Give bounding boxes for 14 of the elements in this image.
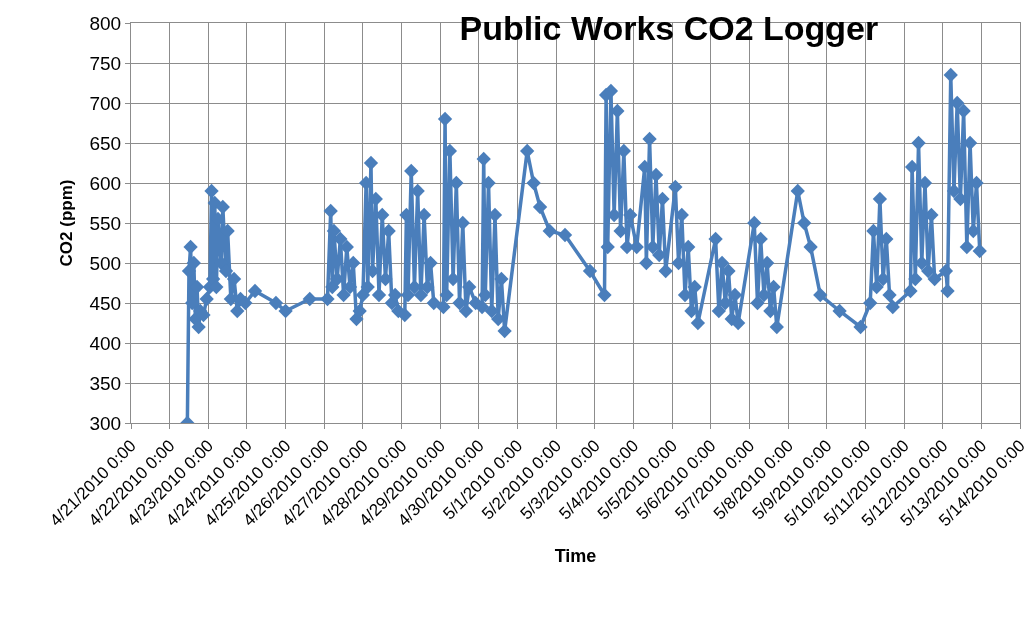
- y-tick-label: 800: [89, 12, 122, 34]
- y-tick-label: 450: [89, 292, 122, 314]
- y-tick-label: 550: [89, 212, 122, 234]
- y-tick-label: 700: [89, 92, 122, 114]
- y-tick-label: 350: [89, 372, 122, 394]
- y-tick-label: 750: [89, 52, 122, 74]
- y-tick-label: 500: [89, 252, 122, 274]
- y-tick-label: 400: [89, 332, 122, 354]
- x-axis-title: Time: [554, 546, 597, 567]
- y-tick-label: 300: [89, 412, 122, 434]
- chart-title: Public Works CO2 Logger: [459, 8, 879, 47]
- y-tick-label: 650: [89, 132, 122, 154]
- y-axis-title: CO2 (ppm): [57, 179, 77, 267]
- y-tick-label: 600: [89, 172, 122, 194]
